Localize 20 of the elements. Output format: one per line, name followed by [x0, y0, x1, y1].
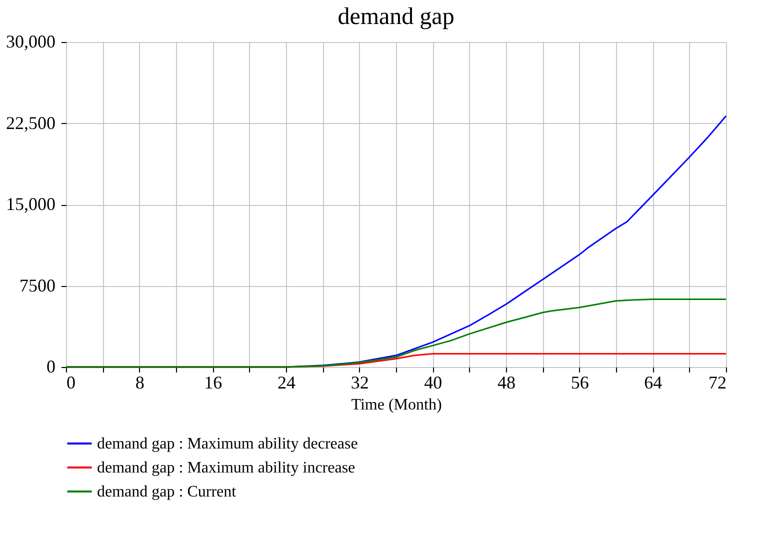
x-tick-label: 0 — [66, 372, 76, 392]
chart-title: demand gap — [338, 4, 454, 30]
x-axis-title: Time (Month) — [351, 396, 442, 414]
y-tick-label: 30,000 — [6, 32, 56, 52]
y-tick-label: 7500 — [20, 275, 56, 296]
x-tick-label: 56 — [570, 372, 589, 392]
x-tick-label: 8 — [135, 372, 144, 392]
y-tick-label: 0 — [46, 356, 56, 376]
legend-label: demand gap : Maximum ability decrease — [97, 436, 358, 452]
legend-label: demand gap : Current — [97, 484, 237, 500]
x-tick-label: 16 — [204, 372, 222, 392]
y-tick-label: 22,500 — [6, 112, 56, 133]
x-tick-label: 48 — [498, 372, 516, 392]
y-tick-label: 15,000 — [6, 194, 56, 214]
legend-label: demand gap : Maximum ability increase — [97, 460, 356, 476]
x-tick-label: 40 — [424, 372, 442, 392]
x-tick-label: 72 — [708, 372, 726, 392]
x-tick-label: 32 — [350, 372, 369, 392]
x-tick-label: 64 — [644, 372, 662, 392]
x-tick-label: 24 — [278, 372, 296, 392]
